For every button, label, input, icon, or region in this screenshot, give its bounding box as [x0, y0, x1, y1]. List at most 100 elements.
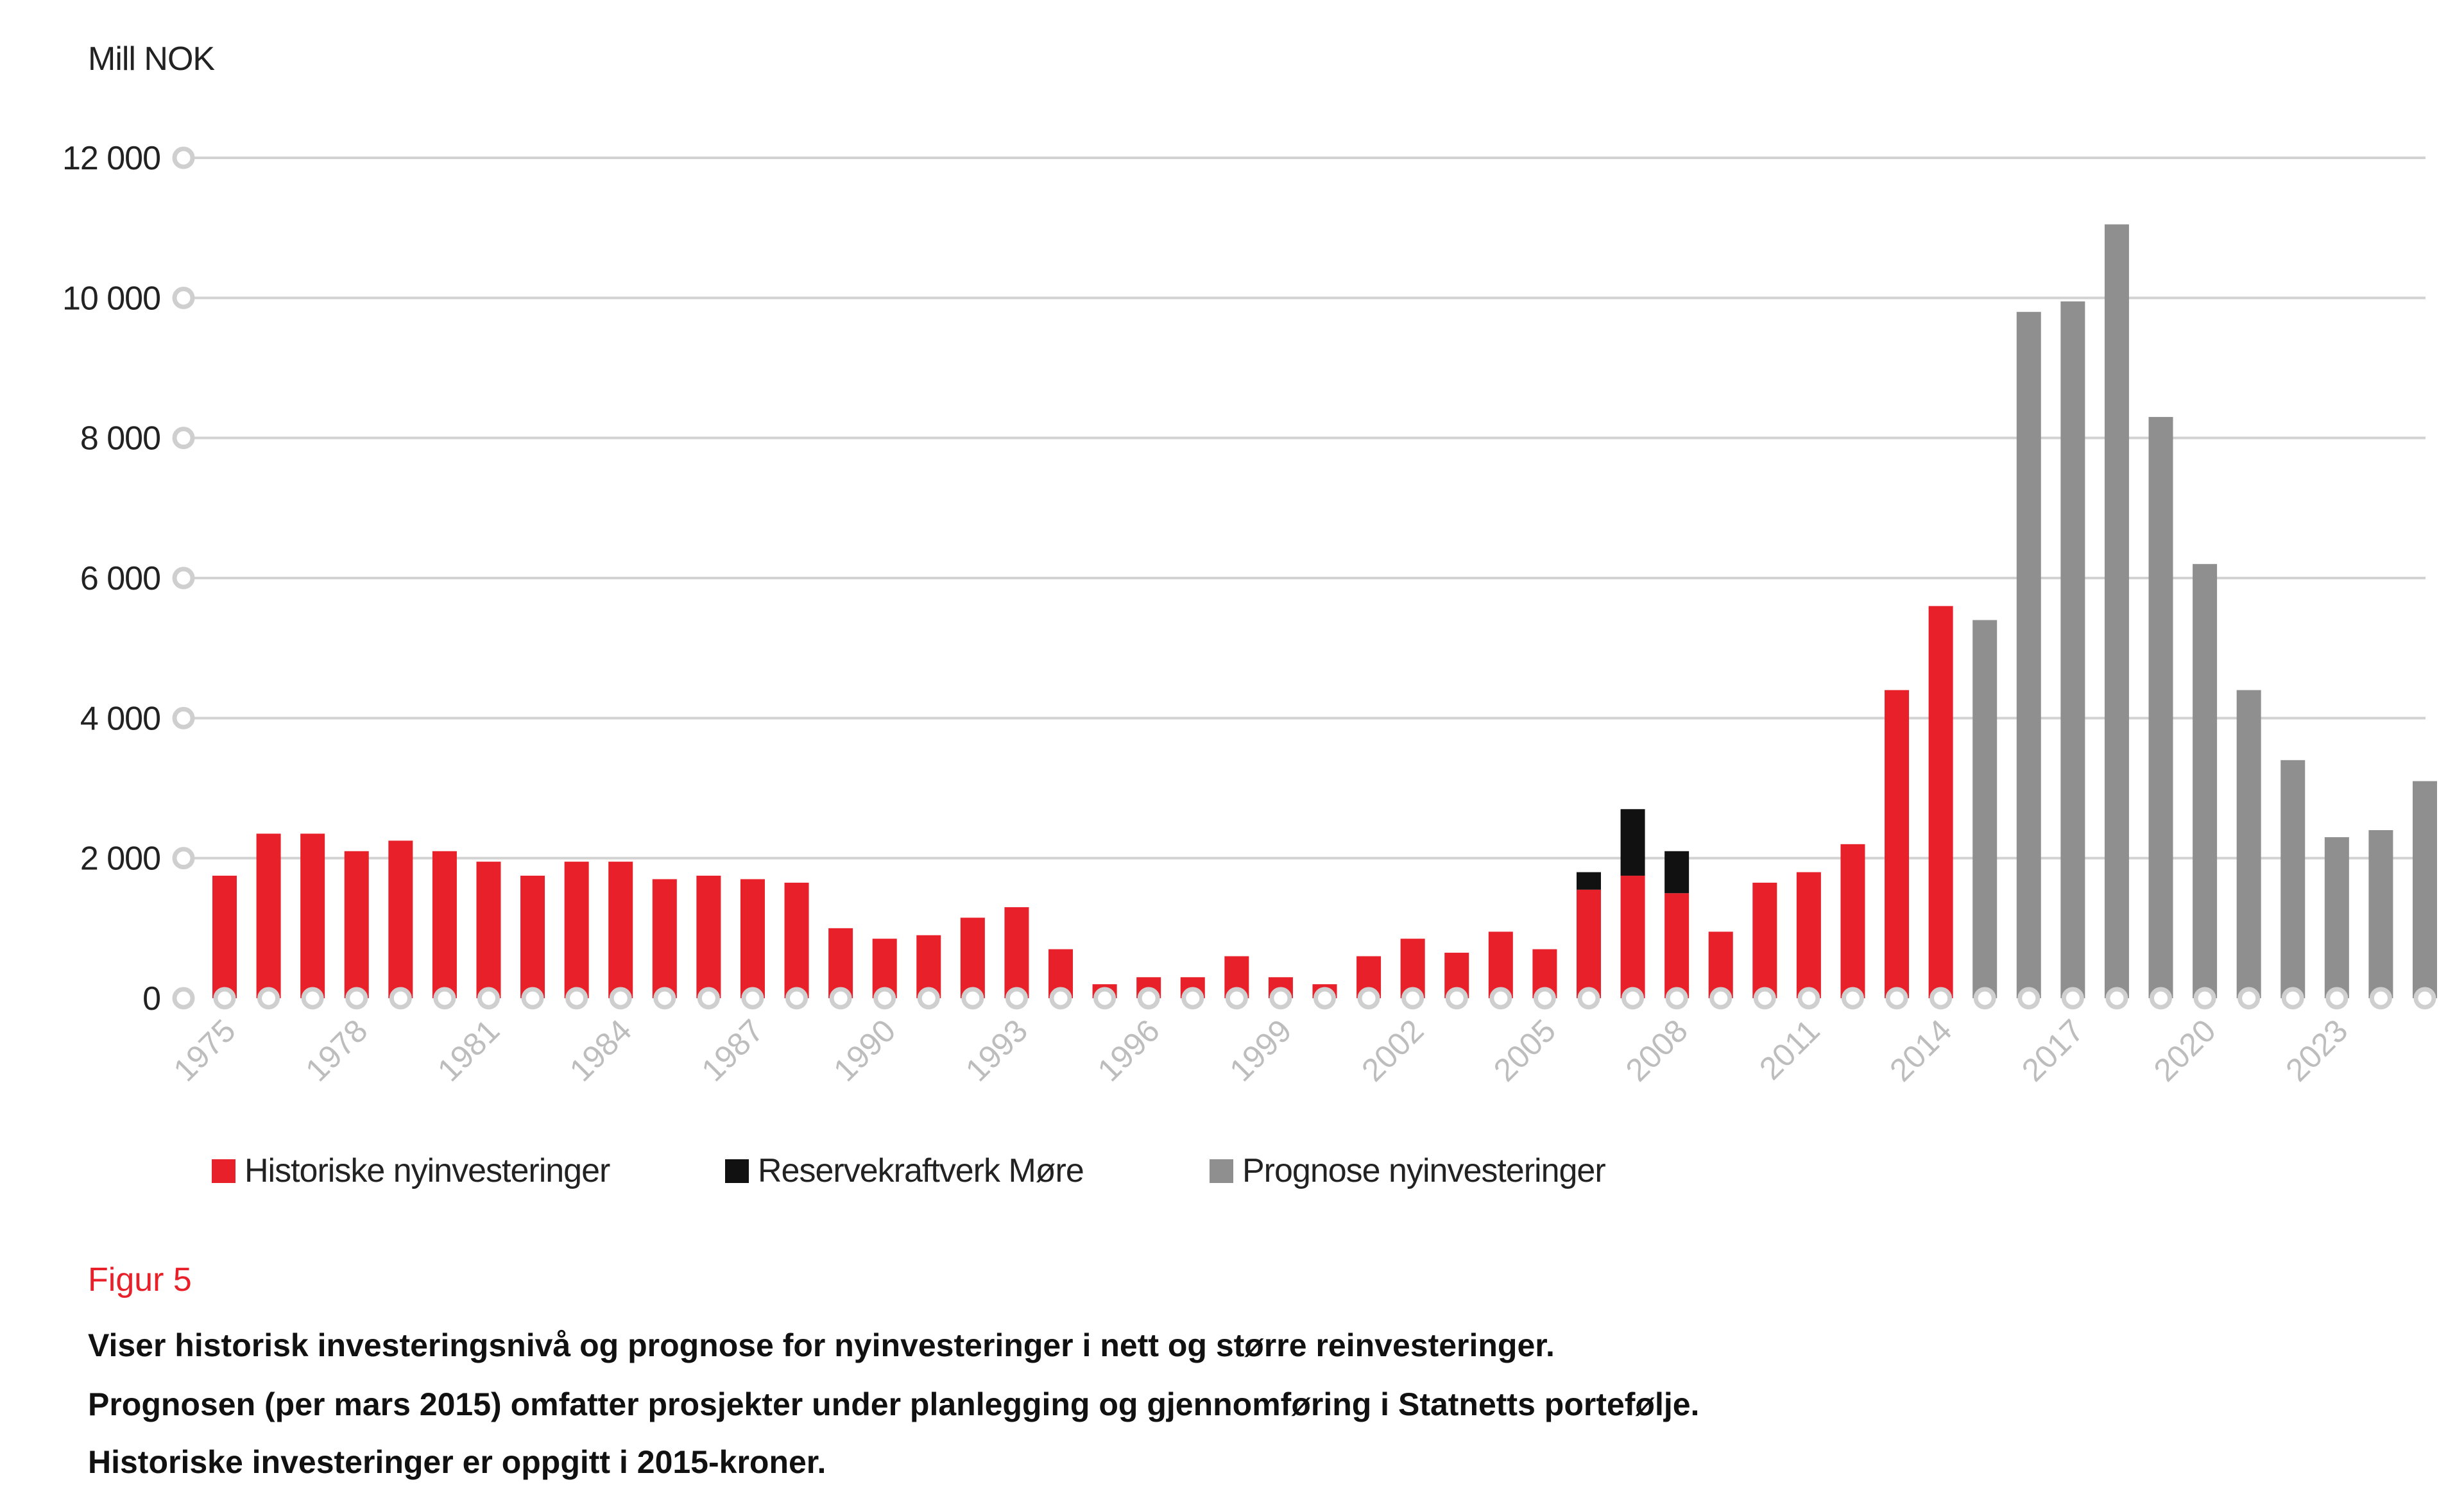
x-tick-label: 2005 — [1487, 1012, 1562, 1088]
gridlines — [193, 157, 2426, 860]
x-axis-marker — [2325, 987, 2348, 1010]
bars — [212, 224, 2437, 999]
bar-segment-historiske — [256, 833, 281, 998]
y-tick-label: 12 000 — [62, 140, 160, 177]
y-tick-label: 10 000 — [62, 280, 160, 317]
x-axis-marker — [1181, 987, 1204, 1010]
legend-swatch-prognose — [1210, 1159, 1233, 1183]
bar-segment-historiske — [960, 917, 985, 998]
x-axis-marker — [2105, 987, 2128, 1010]
x-axis-marker — [1665, 987, 1688, 1010]
y-tick-marker — [172, 286, 195, 309]
bar-segment-historiske — [1928, 606, 1953, 998]
bar-segment-historiske — [1840, 844, 1865, 998]
x-tick-label: 1990 — [826, 1012, 902, 1088]
legend-swatch-historiske — [212, 1159, 235, 1183]
x-tick-label: 1981 — [431, 1012, 506, 1088]
legend-item-prognose: Prognose nyinvesteringer — [1210, 1152, 1606, 1190]
y-tick-label: 8 000 — [80, 420, 160, 457]
x-axis-marker — [785, 987, 809, 1010]
bar-segment-prognose — [2016, 312, 2041, 999]
bar-segment-historiske — [784, 882, 809, 998]
bar-segment-reservekraftverk — [1620, 809, 1645, 876]
x-axis-marker — [1269, 987, 1292, 1010]
x-axis-marker — [873, 987, 896, 1010]
y-tick-marker — [172, 427, 195, 450]
x-axis-marker — [829, 987, 852, 1010]
legend-label-historiske: Historiske nyinvesteringer — [244, 1152, 610, 1189]
bar-segment-historiske — [828, 928, 853, 998]
x-axis-marker — [2150, 987, 2173, 1010]
x-axis-marker — [1401, 987, 1425, 1010]
x-axis: 1975 1978 1981 1984 1987 1990 1993 1996 1999 2002… — [167, 1012, 2355, 1088]
bar-segment-prognose — [2280, 760, 2306, 998]
y-tick-marker — [172, 566, 195, 590]
x-axis-marker — [521, 987, 544, 1010]
x-tick-label: 1984 — [563, 1012, 638, 1088]
bar-segment-historiske — [1664, 893, 1690, 998]
x-axis-marker — [1137, 987, 1160, 1010]
bar-segment-historiske — [300, 833, 325, 998]
x-tick-label: 2002 — [1355, 1012, 1430, 1088]
y-tick-marker — [172, 987, 195, 1010]
x-tick-label: 1996 — [1091, 1012, 1167, 1088]
bar-segment-historiske — [476, 862, 501, 998]
y-axis-label: Mill NOK — [88, 40, 215, 78]
bar-segment-historiske — [1620, 875, 1645, 998]
x-tick-label: 1975 — [167, 1012, 243, 1088]
bar-segment-historiske — [1752, 882, 1777, 998]
x-axis-marker — [1049, 987, 1072, 1010]
bar-segment-reservekraftverk — [1664, 851, 1690, 894]
x-tick-label: 2023 — [2279, 1012, 2354, 1088]
y-tick-marker — [172, 847, 195, 870]
x-axis-markers — [213, 987, 2436, 1010]
x-tick-label: 2017 — [2015, 1012, 2091, 1088]
x-axis-marker — [653, 987, 676, 1010]
x-axis-marker — [1577, 987, 1600, 1010]
bar-segment-historiske — [696, 875, 721, 998]
bar-segment-historiske — [1885, 690, 1910, 998]
x-axis-marker — [1313, 987, 1336, 1010]
x-axis-marker — [1445, 987, 1468, 1010]
x-tick-label: 1978 — [298, 1012, 374, 1088]
x-axis-marker — [1489, 987, 1512, 1010]
bar-segment-prognose — [2104, 224, 2129, 998]
bar-segment-historiske — [344, 851, 369, 998]
x-tick-label: 2014 — [1883, 1012, 1958, 1088]
x-tick-label: 2008 — [1619, 1012, 1695, 1088]
x-tick-label: 1999 — [1222, 1012, 1298, 1088]
figure-caption-line-3: Historiske investeringer er oppgitt i 20… — [88, 1444, 826, 1480]
legend-swatch-reservekraftverk — [725, 1159, 749, 1183]
x-axis-marker — [741, 987, 764, 1010]
x-axis-marker — [2281, 987, 2304, 1010]
x-axis-marker — [1929, 987, 1953, 1010]
bar-segment-historiske — [1796, 872, 1821, 998]
x-axis-marker — [2237, 987, 2261, 1010]
bar-segment-historiske — [740, 879, 765, 998]
x-axis-marker — [1533, 987, 1556, 1010]
x-tick-label: 2011 — [1752, 1012, 1827, 1087]
x-axis-marker — [1973, 987, 1996, 1010]
x-axis-marker — [609, 987, 632, 1010]
legend-label-reservekraftverk: Reservekraftverk Møre — [758, 1152, 1084, 1189]
x-tick-label: 1987 — [694, 1012, 770, 1088]
x-axis-marker — [257, 987, 280, 1010]
x-axis-marker — [1753, 987, 1776, 1010]
y-axis: 0 2 000 4 000 6 000 8 000 10 000 12 000 — [62, 140, 195, 1017]
x-axis-marker — [345, 987, 368, 1010]
y-tick-label: 2 000 — [80, 840, 160, 878]
bar-segment-prognose — [2324, 837, 2349, 998]
x-axis-marker — [1709, 987, 1733, 1010]
bar-segment-reservekraftverk — [1576, 872, 1601, 890]
x-axis-marker — [477, 987, 500, 1010]
x-axis-marker — [1225, 987, 1248, 1010]
x-axis-marker — [1093, 987, 1116, 1010]
x-axis-marker — [1841, 987, 1864, 1010]
x-axis-marker — [1621, 987, 1645, 1010]
bar-segment-historiske — [1004, 907, 1029, 998]
x-axis-marker — [697, 987, 720, 1010]
y-tick-marker — [172, 706, 195, 729]
x-axis-marker — [389, 987, 412, 1010]
bar-segment-prognose — [2193, 564, 2218, 998]
legend-label-prognose: Prognose nyinvesteringer — [1242, 1152, 1606, 1189]
